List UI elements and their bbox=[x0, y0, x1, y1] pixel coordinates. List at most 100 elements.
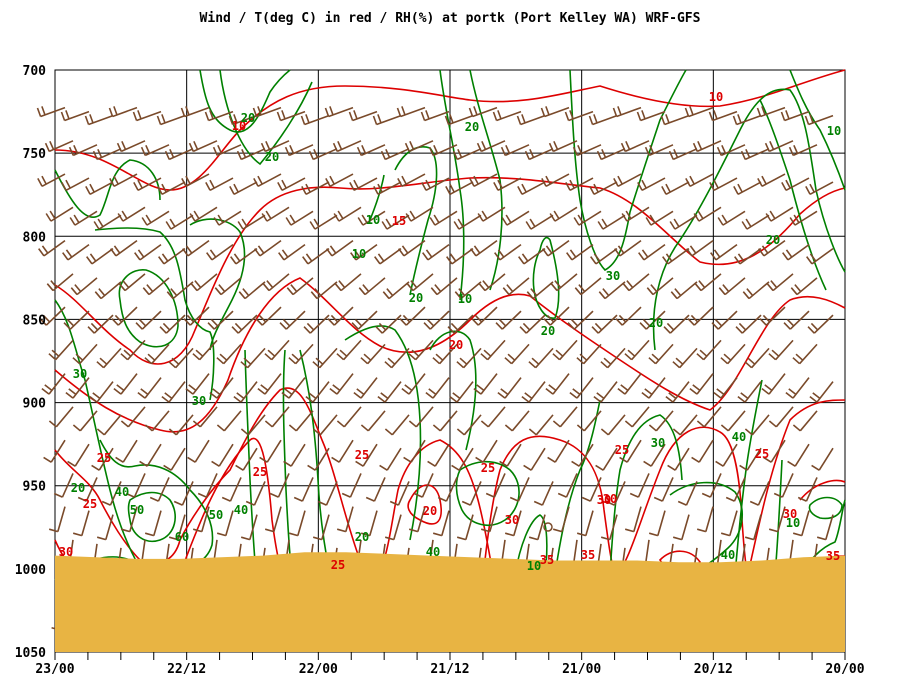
wind-barb bbox=[663, 314, 690, 334]
wind-barb bbox=[326, 239, 354, 257]
wind-barb bbox=[212, 144, 242, 157]
wind-barb bbox=[605, 481, 626, 506]
wind-barb bbox=[661, 181, 690, 195]
wind-barb bbox=[622, 273, 650, 292]
wind-barb bbox=[768, 406, 794, 428]
wind-barb bbox=[113, 373, 138, 395]
wind-barb bbox=[643, 443, 666, 467]
x-tick-label: 21/12 bbox=[430, 662, 469, 677]
wind-barb bbox=[144, 343, 170, 365]
wind-barb bbox=[521, 381, 546, 403]
wind-barb bbox=[389, 481, 410, 506]
wind-barb bbox=[125, 473, 146, 498]
wind-barb bbox=[309, 214, 338, 230]
wind-barb bbox=[807, 314, 834, 334]
wind-barb bbox=[501, 210, 530, 226]
wind-barb bbox=[43, 439, 66, 463]
wind-barb bbox=[470, 239, 498, 257]
wind-barb bbox=[139, 443, 162, 467]
wind-barb bbox=[566, 243, 594, 261]
wind-barb bbox=[164, 148, 194, 161]
temperature-label: 35 bbox=[540, 553, 554, 567]
wind-barb bbox=[37, 173, 66, 187]
wind-barb bbox=[53, 473, 74, 498]
wind-barb bbox=[684, 106, 714, 118]
wind-barb bbox=[806, 247, 834, 265]
wind-barb bbox=[445, 181, 474, 195]
wind-barb bbox=[413, 473, 434, 498]
humidity-label: 30 bbox=[192, 394, 206, 408]
humidity-contour bbox=[532, 236, 560, 319]
wind-barb bbox=[288, 410, 314, 432]
wind-barb bbox=[396, 106, 426, 118]
wind-barb bbox=[660, 114, 690, 126]
wind-barb bbox=[617, 373, 642, 395]
temperature-label: 20 bbox=[423, 504, 437, 518]
wind-barb bbox=[65, 377, 90, 399]
wind-barb bbox=[593, 381, 618, 403]
y-tick-label: 1050 bbox=[15, 646, 46, 661]
wind-barb bbox=[709, 177, 738, 191]
humidity-contour bbox=[219, 69, 313, 166]
wind-barb bbox=[665, 381, 690, 403]
humidity-contour bbox=[514, 514, 548, 576]
wind-barb bbox=[701, 473, 722, 498]
wind-barb bbox=[725, 477, 746, 502]
wind-barb bbox=[780, 110, 810, 122]
wind-barb bbox=[101, 481, 122, 506]
wind-barb bbox=[591, 314, 618, 334]
wind-barb bbox=[749, 481, 770, 506]
humidity-label: 10 bbox=[458, 292, 472, 306]
wind-barb bbox=[288, 510, 306, 537]
wind-barb bbox=[284, 144, 314, 157]
wind-barb bbox=[260, 140, 290, 153]
wind-barb bbox=[96, 414, 122, 436]
wind-barb bbox=[641, 377, 666, 399]
wind-barb bbox=[405, 206, 434, 222]
wind-barb bbox=[744, 514, 762, 541]
wind-barb bbox=[454, 281, 482, 300]
humidity-label: 10 bbox=[527, 559, 541, 573]
wind-barb bbox=[404, 140, 434, 153]
wind-barb bbox=[768, 506, 786, 533]
ground-surface bbox=[55, 552, 845, 652]
wind-barb bbox=[744, 347, 770, 369]
wind-barb bbox=[192, 506, 210, 533]
wind-barb bbox=[336, 406, 362, 428]
wind-barb bbox=[120, 506, 138, 533]
humidity-label: 20 bbox=[241, 111, 255, 125]
wind-barb bbox=[334, 273, 362, 292]
wind-barb bbox=[788, 144, 818, 157]
wind-barb bbox=[264, 339, 290, 361]
wind-barb bbox=[600, 414, 626, 436]
wind-barb bbox=[360, 410, 386, 432]
wind-barb bbox=[397, 173, 426, 187]
wind-barb bbox=[596, 148, 626, 161]
wind-barb bbox=[48, 339, 74, 361]
wind-barb bbox=[542, 239, 570, 257]
wind-barb bbox=[173, 481, 194, 506]
wind-barb bbox=[188, 140, 218, 153]
wind-barb bbox=[408, 339, 434, 361]
wind-barb bbox=[502, 277, 530, 296]
wind-barb bbox=[214, 277, 242, 296]
wind-barb bbox=[235, 447, 258, 471]
wind-barb bbox=[72, 343, 98, 365]
wind-barb bbox=[93, 214, 122, 230]
wind-barb bbox=[696, 506, 714, 533]
wind-barb bbox=[549, 206, 578, 222]
x-tick-label: 22/12 bbox=[167, 662, 206, 677]
wind-barb bbox=[144, 510, 162, 537]
humidity-contour bbox=[569, 69, 687, 271]
wind-barb bbox=[446, 247, 474, 265]
wind-barb bbox=[166, 281, 194, 300]
wind-barb bbox=[734, 247, 762, 265]
wind-barb bbox=[303, 314, 330, 334]
wind-barb bbox=[168, 514, 186, 541]
calm-wind-marker bbox=[543, 522, 553, 532]
temperature-label: 30 bbox=[783, 507, 797, 521]
wind-barb bbox=[620, 140, 650, 153]
temperature-label: 25 bbox=[331, 558, 345, 572]
wind-barb bbox=[262, 273, 290, 292]
wind-barb bbox=[38, 239, 66, 257]
